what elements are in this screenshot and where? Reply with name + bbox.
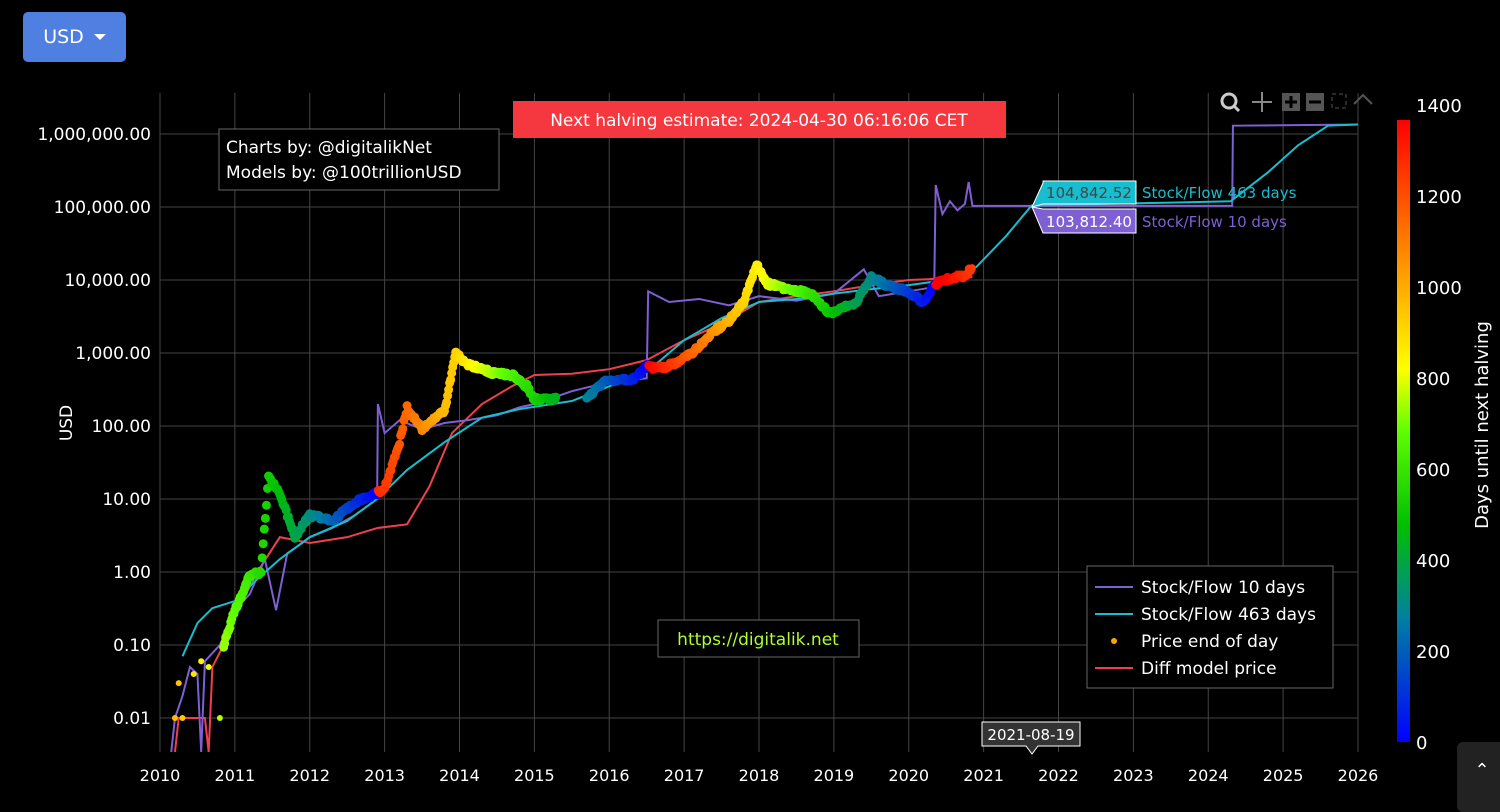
zoom-in-icon[interactable]	[1282, 93, 1300, 111]
currency-dropdown-button[interactable]: USD	[23, 12, 126, 62]
chevron-up-icon: ⌃	[1474, 760, 1490, 781]
credits-annotation: Charts by: @digitalikNet Models by: @100…	[218, 128, 500, 191]
price-marker	[398, 424, 408, 434]
svg-text:Stock/Flow 10 days: Stock/Flow 10 days	[1141, 578, 1305, 598]
autoscale-icon[interactable]	[1331, 93, 1347, 109]
price-marker	[198, 658, 205, 665]
svg-text:Diff model price: Diff model price	[1141, 659, 1277, 679]
colorbar-tick-label: 0	[1416, 733, 1427, 754]
price-marker	[260, 513, 270, 523]
legend-item-sf10[interactable]: Stock/Flow 10 days	[1095, 578, 1305, 598]
colorbar-tick-label: 600	[1416, 460, 1450, 481]
caret-down-icon	[93, 34, 106, 40]
colorbar-tick-label: 1200	[1416, 187, 1462, 208]
x-tick-label: 2021	[963, 766, 1004, 785]
price-marker	[256, 568, 266, 578]
hover-name-sf463: Stock/Flow 463 days	[1142, 184, 1297, 202]
x-tick-label: 2022	[1038, 766, 1079, 785]
price-marker	[258, 539, 268, 549]
y-tick-label: 1,000.00	[75, 344, 151, 364]
zoom-out-icon[interactable]	[1306, 93, 1324, 111]
y-axis-title: USD	[57, 405, 77, 441]
x-tick-label: 2023	[1113, 766, 1154, 785]
hover-date: 2021-08-19	[987, 726, 1074, 744]
x-tick-label: 2020	[888, 766, 929, 785]
colorbar-tick-label: 1000	[1416, 278, 1462, 299]
colorbar-tick-label: 800	[1416, 369, 1450, 390]
halving-estimate: Next halving estimate: 2024-04-30 06:16:…	[550, 111, 968, 131]
halving-annotation: Next halving estimate: 2024-04-30 06:16:…	[513, 101, 1006, 138]
x-tick-label: 2014	[439, 766, 480, 785]
hover-name-sf10: Stock/Flow 10 days	[1142, 213, 1287, 231]
x-tick-label: 2025	[1263, 766, 1304, 785]
price-marker	[205, 663, 212, 670]
x-tick-label: 2015	[514, 766, 555, 785]
legend-item-price[interactable]: Price end of day	[1111, 632, 1278, 652]
modebar	[1220, 92, 1373, 113]
x-tick-label: 2019	[814, 766, 855, 785]
price-marker	[259, 524, 269, 534]
colorbar-tick-label: 1400	[1416, 96, 1462, 117]
x-tick-label: 2011	[215, 766, 256, 785]
colorbar-tick-label: 400	[1416, 551, 1450, 572]
price-marker	[553, 395, 560, 402]
price-marker	[969, 264, 976, 271]
credits-line: Charts by: @digitalikNet	[226, 138, 432, 158]
price-marker	[444, 385, 454, 395]
x-tick-label: 2010	[140, 766, 181, 785]
x-tick-label: 2018	[739, 766, 780, 785]
hover-value-sf463: 104,842.52	[1046, 184, 1132, 202]
colorbar-title: Days until next halving	[1472, 321, 1493, 529]
price-marker	[261, 500, 271, 510]
x-tick-label: 2016	[589, 766, 630, 785]
price-marker	[171, 715, 178, 721]
x-tick-label: 2013	[364, 766, 405, 785]
colorbar-tick-label: 200	[1416, 642, 1450, 663]
site-annotation[interactable]: https://digitalik.net	[657, 619, 860, 658]
legend-item-diff[interactable]: Diff model price	[1095, 659, 1277, 679]
x-tick-label: 2017	[664, 766, 705, 785]
x-tick-label: 2012	[289, 766, 330, 785]
credits-line: Models by: @100trillionUSD	[226, 163, 462, 183]
colorbar	[1397, 120, 1410, 742]
y-tick-label: 1.00	[113, 563, 151, 583]
x-tick-label: 2024	[1188, 766, 1229, 785]
price-marker	[442, 397, 452, 407]
y-tick-label: 100.00	[92, 417, 151, 437]
price-marker	[216, 715, 223, 721]
home-icon[interactable]	[1353, 93, 1373, 105]
hover-value-sf10: 103,812.40	[1046, 213, 1132, 231]
price-marker	[395, 439, 405, 449]
hover-labels: 104,842.52 Stock/Flow 463 days 103,812.4…	[981, 180, 1297, 755]
legend: Stock/Flow 10 days Stock/Flow 463 days P…	[1086, 565, 1334, 689]
x-tick-label: 2026	[1338, 766, 1379, 785]
y-tick-label: 0.01	[113, 709, 151, 729]
y-tick-label: 10,000.00	[64, 271, 151, 291]
price-marker	[179, 715, 186, 721]
site-link[interactable]: https://digitalik.net	[677, 630, 839, 650]
pan-icon[interactable]	[1252, 92, 1272, 112]
svg-text:Stock/Flow 463 days: Stock/Flow 463 days	[1141, 605, 1316, 625]
y-tick-label: 1,000,000.00	[37, 125, 151, 145]
price-marker	[190, 671, 197, 678]
y-tick-label: 0.10	[113, 636, 151, 656]
y-tick-label: 10.00	[102, 490, 151, 510]
y-tick-label: 100,000.00	[54, 198, 151, 218]
legend-item-sf463[interactable]: Stock/Flow 463 days	[1095, 605, 1316, 625]
price-marker	[257, 553, 267, 563]
scroll-to-top-button[interactable]: ⌃	[1457, 742, 1500, 812]
svg-text:Price end of day: Price end of day	[1141, 632, 1278, 652]
currency-label: USD	[43, 26, 84, 48]
series-line-diff-model-price	[173, 275, 973, 753]
zoom-icon[interactable]	[1220, 92, 1241, 113]
price-marker	[175, 680, 182, 687]
